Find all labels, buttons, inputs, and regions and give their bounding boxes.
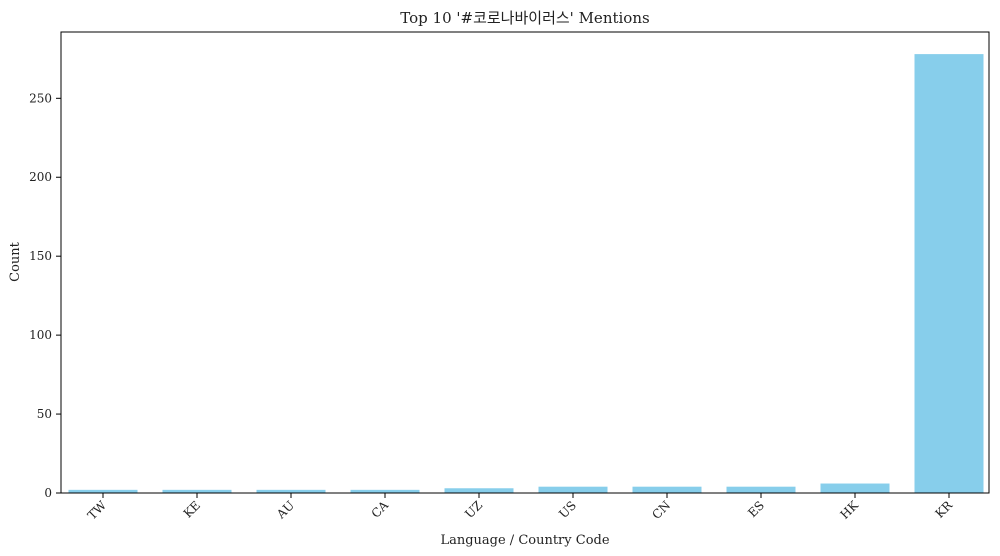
bar-ca — [350, 489, 420, 493]
x-tick-label: TW — [85, 498, 110, 523]
x-tick-label: HK — [837, 497, 861, 521]
bars-group — [68, 54, 984, 493]
bar-kr — [914, 54, 984, 493]
bar-es — [726, 486, 796, 493]
bar-uz — [444, 488, 514, 493]
x-axis-label: Language / Country Code — [440, 533, 609, 548]
y-tick-label: 50 — [37, 407, 52, 421]
x-tick-label: CN — [649, 498, 673, 522]
x-axis: TW KE AU CA UZ US CN ES HK KR — [85, 493, 956, 523]
bar-tw — [68, 489, 138, 493]
y-tick-label: 200 — [29, 170, 52, 184]
x-tick-label: KR — [932, 498, 955, 521]
bar-ke — [162, 489, 232, 493]
y-tick-label: 250 — [29, 91, 52, 105]
x-tick-label: CA — [369, 498, 392, 521]
y-axis: 0 50 100 150 200 250 — [29, 91, 61, 500]
bar-hk — [820, 483, 890, 493]
x-tick-label: KE — [181, 498, 203, 520]
bar-us — [538, 486, 608, 493]
bar-cn — [632, 486, 702, 493]
y-tick-label: 100 — [29, 328, 52, 342]
x-tick-label: UZ — [462, 498, 485, 521]
bar-au — [256, 489, 326, 493]
chart-title: Top 10 '#코로나바이러스' Mentions — [400, 9, 649, 27]
y-tick-label: 150 — [29, 249, 52, 263]
plot-frame — [60, 31, 990, 494]
x-tick-label: AU — [273, 498, 297, 522]
x-tick-label: ES — [745, 498, 767, 520]
y-axis-label: Count — [8, 241, 23, 282]
y-tick-label: 0 — [44, 486, 52, 500]
x-tick-label: US — [556, 498, 579, 521]
